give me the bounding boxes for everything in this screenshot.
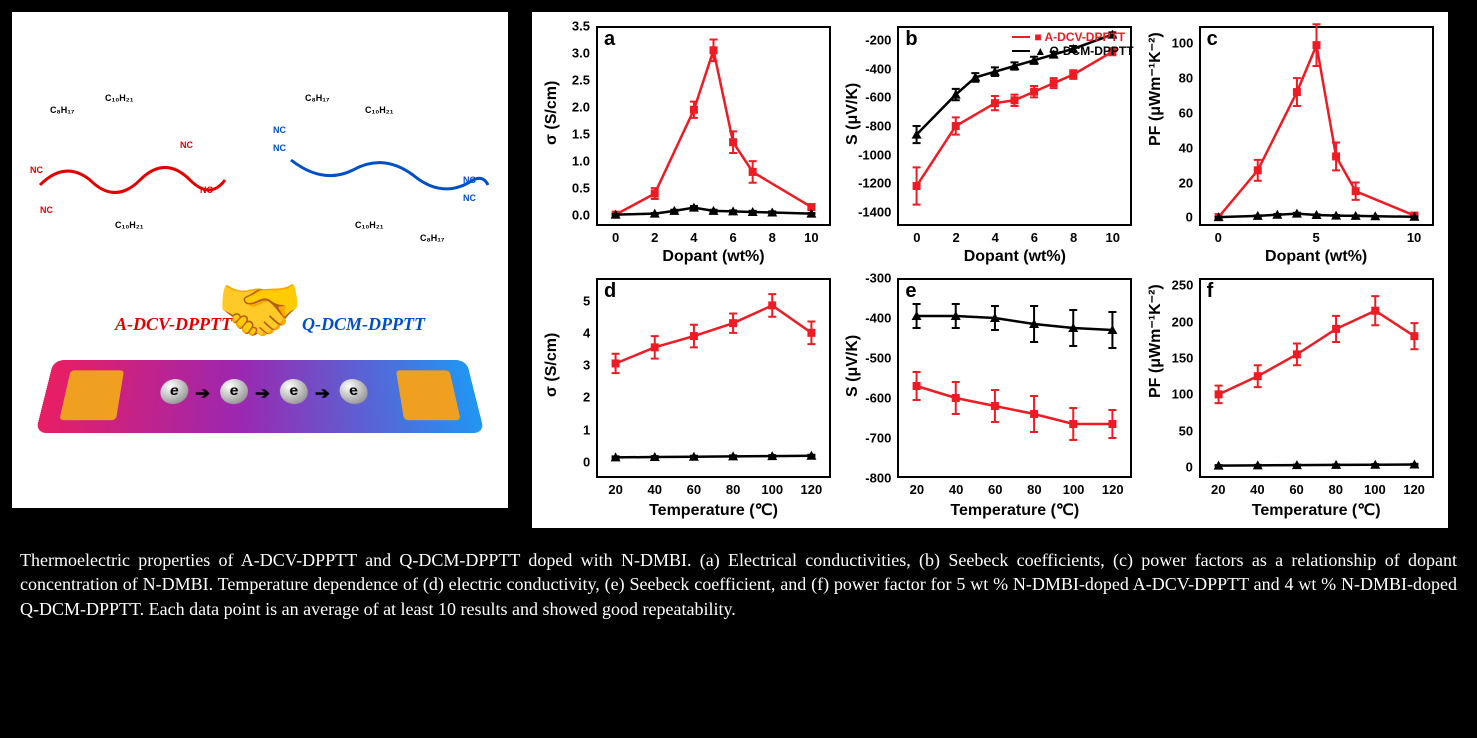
- label-adcv: A-DCV-DPPTT: [115, 314, 232, 335]
- electron-icon: e: [159, 379, 189, 404]
- panel-e: eS (μV/K)Temperature (℃)20406080100120-8…: [839, 270, 1140, 522]
- chart-grid: aσ (S/cm)Dopant (wt%)02468100.00.51.01.5…: [530, 10, 1450, 530]
- panel-a: aσ (S/cm)Dopant (wt%)02468100.00.51.01.5…: [538, 18, 839, 270]
- series-svg: [1141, 270, 1442, 522]
- panel-f: fPF (μWm⁻¹K⁻²)Temperature (℃)20406080100…: [1141, 270, 1442, 522]
- alkyl-label: C₈H₁₇: [305, 93, 330, 103]
- series-svg: [1141, 18, 1442, 270]
- electrode-pad: [396, 370, 461, 420]
- arrow-icon: ➔: [255, 384, 270, 403]
- arrow-icon: ➔: [194, 384, 210, 403]
- electrode-pad: [59, 370, 124, 420]
- legend-label: ■ A-DCV-DPPTT: [1034, 30, 1125, 44]
- electron-icon: e: [280, 379, 309, 404]
- legend-row: ■ A-DCV-DPPTT: [1012, 30, 1134, 44]
- alkyl-label: C₈H₁₇: [420, 233, 445, 243]
- legend: ■ A-DCV-DPPTT▲ Q-DCM-DPPTT: [1012, 30, 1134, 58]
- alkyl-label: C₈H₁₇: [50, 105, 75, 115]
- panel-b: bS (μV/K)Dopant (wt%)0246810-1400-1200-1…: [839, 18, 1140, 270]
- alkyl-label: C₁₀H₂₁: [365, 105, 394, 115]
- figure-page: C₈H₁₇ C₁₀H₂₁ NC NC NC NC C₁₀H₂₁ C₈H₁₇ C₁…: [0, 0, 1477, 738]
- molecule-red: [30, 125, 230, 235]
- series-svg: [538, 270, 839, 522]
- arrow-icon: ➔: [314, 384, 330, 403]
- panel-d: dσ (S/cm)Temperature (℃)2040608010012001…: [538, 270, 839, 522]
- electron-icon: e: [339, 379, 370, 404]
- series-svg: [839, 270, 1140, 522]
- label-qdcm: Q-DCM-DPPTT: [302, 314, 425, 335]
- legend-label: ▲ Q-DCM-DPPTT: [1034, 44, 1133, 58]
- alkyl-label: C₁₀H₂₁: [115, 220, 144, 230]
- toc-illustration: C₈H₁₇ C₁₀H₂₁ NC NC NC NC C₁₀H₂₁ C₈H₁₇ C₁…: [10, 10, 510, 510]
- panel-c: cPF (μWm⁻¹K⁻²)Dopant (wt%)05100204060801…: [1141, 18, 1442, 270]
- molecule-blue: [283, 125, 493, 235]
- series-svg: [538, 18, 839, 270]
- alkyl-label: C₁₀H₂₁: [355, 220, 384, 230]
- top-row: C₈H₁₇ C₁₀H₂₁ NC NC NC NC C₁₀H₂₁ C₈H₁₇ C₁…: [0, 0, 1477, 530]
- electron-icon: e: [220, 379, 249, 404]
- legend-row: ▲ Q-DCM-DPPTT: [1012, 44, 1134, 58]
- figure-caption: Thermoelectric properties of A-DCV-DPPTT…: [0, 530, 1477, 621]
- gradient-strip: e ➔ e ➔ e ➔ e: [36, 360, 485, 433]
- alkyl-label: C₁₀H₂₁: [105, 93, 134, 103]
